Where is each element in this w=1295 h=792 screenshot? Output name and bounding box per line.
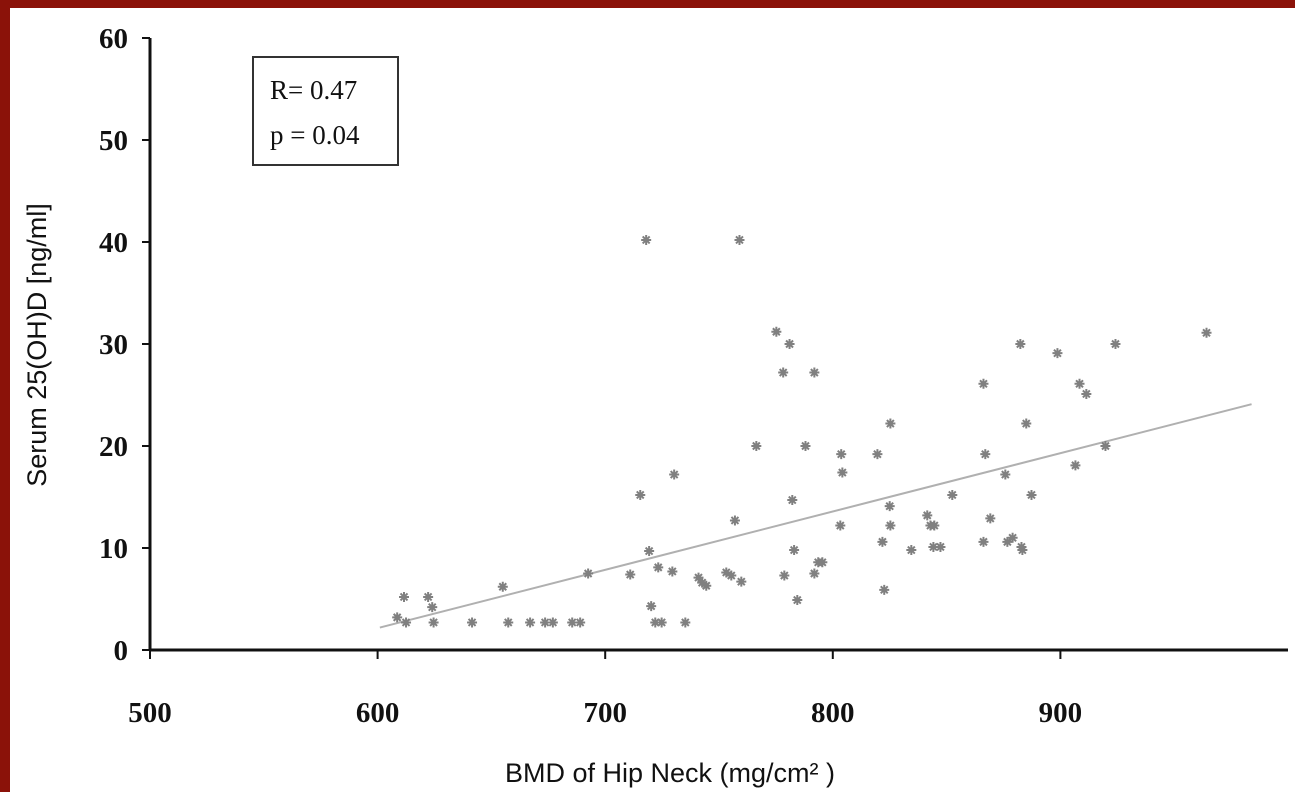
point	[809, 568, 820, 579]
y-tick-label: 20	[99, 431, 128, 463]
point	[644, 546, 655, 557]
point	[1110, 339, 1121, 349]
y-tick-label: 60	[99, 23, 128, 55]
point	[1015, 339, 1026, 349]
point	[789, 545, 800, 556]
point	[399, 591, 410, 602]
point	[947, 489, 958, 500]
point	[721, 567, 732, 578]
point	[906, 545, 917, 556]
point	[928, 541, 939, 552]
point	[1100, 441, 1111, 451]
point	[392, 612, 403, 623]
point	[885, 418, 896, 429]
point	[787, 495, 798, 506]
y-axis-label: Serum 25(OH)D [ng/ml]	[22, 203, 52, 487]
point	[1021, 418, 1032, 429]
point	[809, 367, 820, 378]
point	[525, 617, 536, 628]
point	[547, 617, 558, 628]
x-tick-label: 600	[356, 697, 400, 729]
point	[583, 568, 594, 579]
point	[835, 520, 846, 531]
point	[693, 572, 704, 583]
annotation: R= 0.47	[270, 75, 357, 105]
point	[625, 569, 636, 580]
point	[734, 234, 745, 245]
y-tick-label: 50	[99, 125, 128, 157]
x-tick-label: 700	[583, 697, 627, 729]
point	[669, 469, 680, 480]
point	[922, 510, 933, 521]
point	[978, 378, 989, 389]
point	[836, 449, 847, 460]
point	[726, 570, 737, 581]
point	[877, 536, 888, 547]
y-tick-label: 0	[114, 635, 129, 667]
point	[467, 617, 478, 628]
point	[423, 591, 434, 602]
point	[872, 449, 883, 460]
point	[1026, 489, 1037, 500]
point	[641, 234, 652, 245]
point	[885, 520, 896, 531]
point	[1007, 532, 1018, 543]
point	[935, 541, 946, 552]
point	[978, 536, 989, 547]
x-axis-label: BMD of Hip Neck (mg/cm² )	[505, 758, 835, 788]
point	[792, 595, 803, 606]
point	[1052, 348, 1063, 359]
point	[751, 441, 762, 451]
point	[1074, 378, 1085, 389]
x-tick-label: 800	[811, 697, 855, 729]
point	[736, 576, 747, 587]
point	[929, 520, 940, 531]
point	[667, 566, 678, 577]
y-tick-label: 30	[99, 329, 128, 361]
point	[771, 326, 782, 337]
point	[401, 617, 412, 628]
point	[575, 617, 586, 628]
y-tick-label: 40	[99, 227, 128, 259]
point	[778, 367, 789, 378]
point	[650, 617, 661, 628]
point	[540, 617, 551, 628]
annotation-box	[252, 56, 399, 166]
x-tick-label: 500	[128, 697, 172, 729]
point	[427, 602, 438, 613]
point	[985, 513, 996, 524]
point	[1201, 327, 1212, 338]
point	[879, 584, 890, 595]
point	[653, 562, 664, 573]
point	[1081, 388, 1092, 399]
point	[784, 339, 795, 349]
annotation: p = 0.04	[270, 120, 360, 150]
point	[646, 601, 657, 612]
point	[884, 501, 895, 512]
point	[1000, 469, 1011, 480]
x-tick-label: 900	[1039, 697, 1083, 729]
point	[697, 577, 708, 588]
point	[497, 581, 508, 592]
chart-background	[10, 8, 1295, 792]
point	[817, 557, 828, 568]
y-tick-label: 10	[99, 533, 128, 565]
point	[837, 467, 848, 478]
point	[980, 449, 991, 460]
point	[701, 580, 712, 591]
point	[1002, 536, 1013, 547]
point	[1017, 545, 1028, 556]
point	[729, 515, 740, 526]
point	[428, 617, 439, 628]
point	[503, 617, 514, 628]
point	[1070, 460, 1081, 471]
point	[635, 489, 646, 500]
point	[680, 617, 691, 628]
point	[656, 617, 667, 628]
point	[779, 570, 790, 581]
point	[800, 441, 811, 451]
point	[567, 617, 578, 628]
